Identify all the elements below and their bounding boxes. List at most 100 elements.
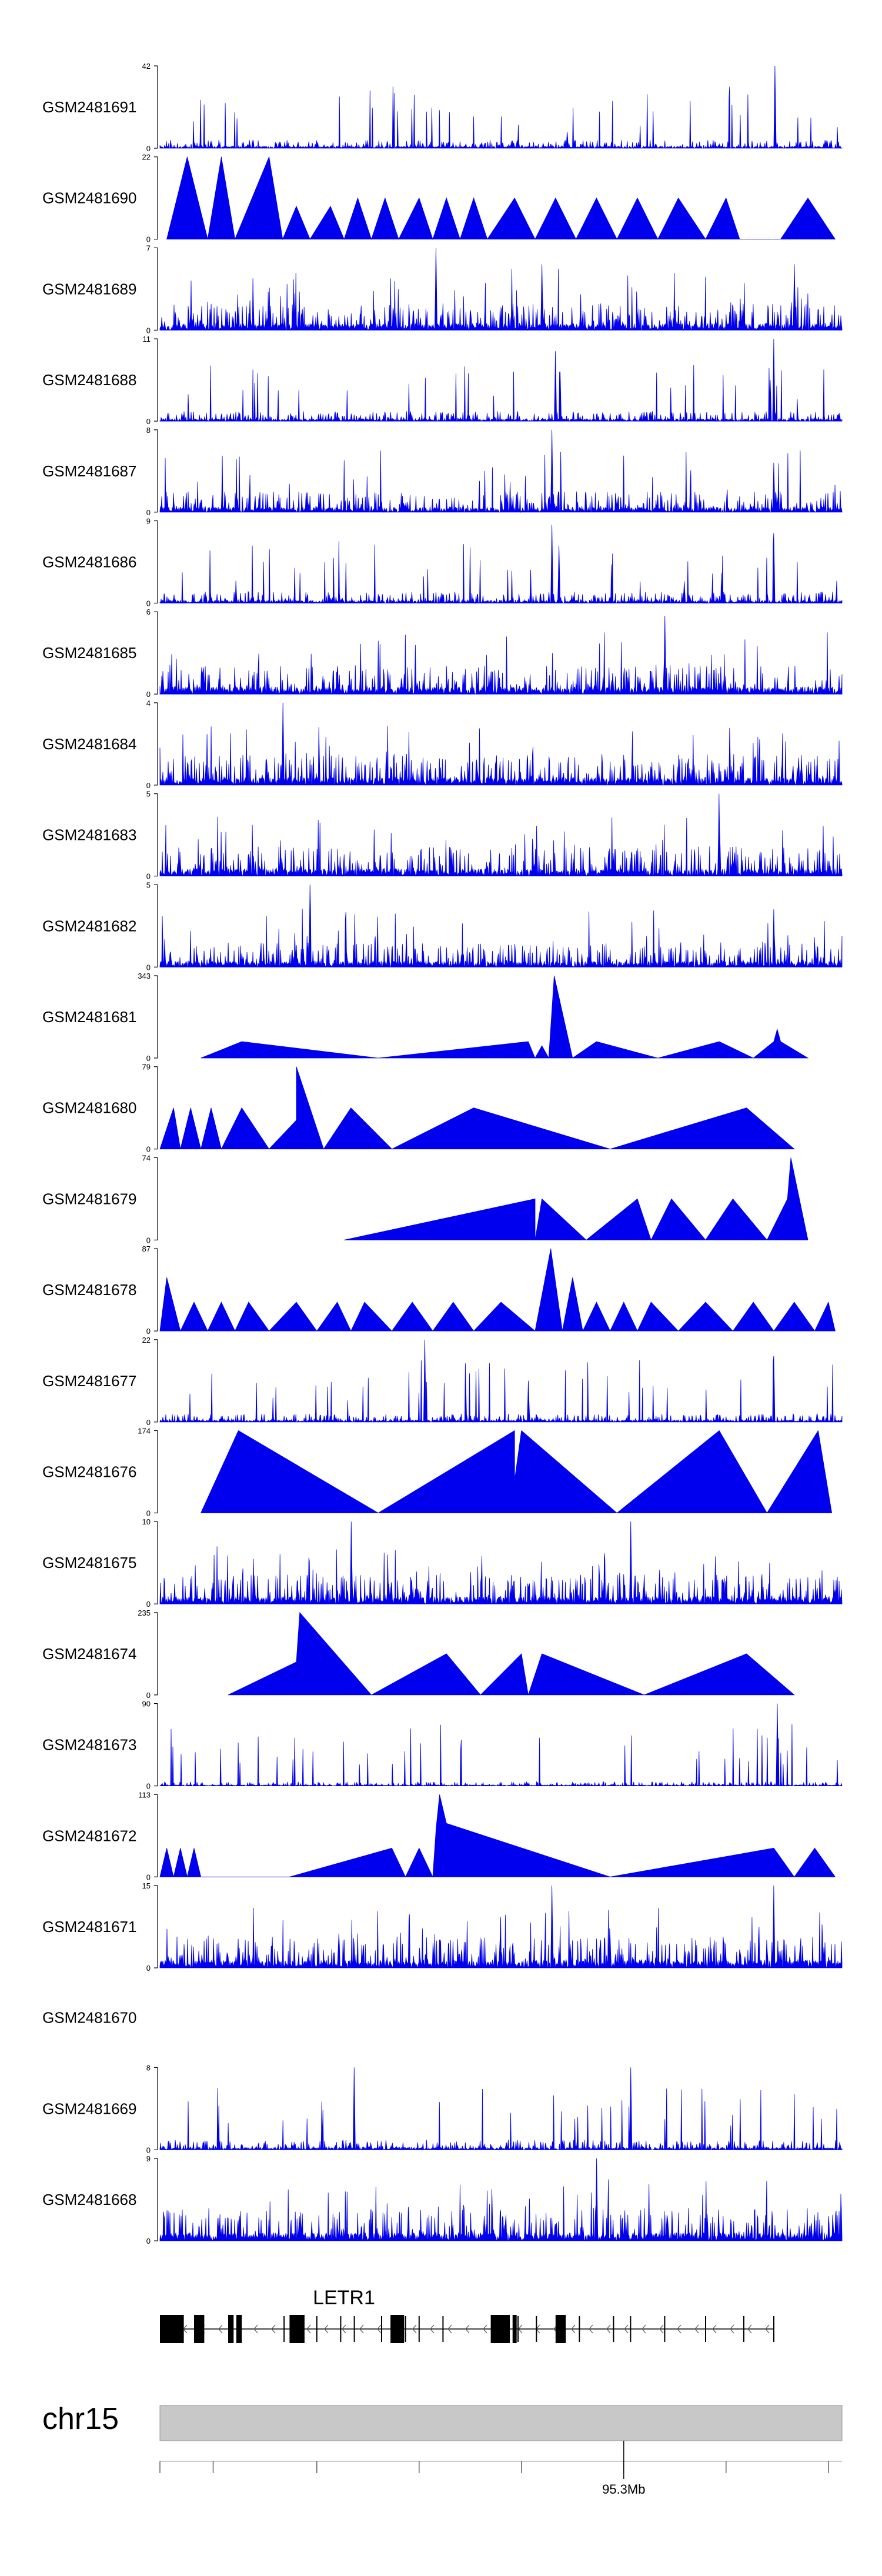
y-min-label: 0 xyxy=(146,872,151,881)
y-max-label: 10 xyxy=(142,1517,151,1526)
track-GSM2481680: GSM2481680 79 0 xyxy=(42,1063,795,1154)
strand-arrow xyxy=(430,2324,435,2334)
y-min-label: 0 xyxy=(146,1236,151,1244)
y-min-label: 0 xyxy=(146,1054,151,1063)
y-min-label: 0 xyxy=(146,1600,151,1609)
y-max-label: 11 xyxy=(143,335,151,343)
y-max-label: 4 xyxy=(146,699,151,708)
y-min-label: 0 xyxy=(146,1964,151,1973)
track-label: GSM2481674 xyxy=(42,1645,136,1663)
exon-block xyxy=(194,2315,205,2343)
strand-arrow xyxy=(624,2324,629,2334)
gene-name-label: LETR1 xyxy=(313,2287,375,2309)
track-label: GSM2481684 xyxy=(42,735,136,753)
y-min-label: 0 xyxy=(146,326,151,335)
strand-arrow xyxy=(765,2324,770,2334)
strand-arrow xyxy=(253,2324,258,2334)
track-label: GSM2481681 xyxy=(42,1008,136,1026)
strand-arrow xyxy=(324,2324,329,2334)
ideogram-band xyxy=(159,2405,843,2441)
coverage-area xyxy=(159,429,843,513)
track-GSM2481670: GSM2481670 xyxy=(42,2009,136,2027)
track-label: GSM2481668 xyxy=(42,2191,136,2208)
track-GSM2481673: GSM2481673 90 0 xyxy=(42,1700,843,1791)
coverage-area xyxy=(201,975,809,1059)
strand-arrow xyxy=(377,2324,382,2334)
track-GSM2481683: GSM2481683 5 0 xyxy=(42,790,843,881)
y-min-label: 0 xyxy=(146,144,151,153)
strand-arrow xyxy=(447,2324,452,2334)
track-GSM2481668: GSM2481668 9 0 xyxy=(42,2154,843,2245)
track-label: GSM2481688 xyxy=(42,371,136,389)
track-label: GSM2481670 xyxy=(42,2009,136,2027)
track-label: GSM2481672 xyxy=(42,1827,136,1844)
coverage-area xyxy=(159,2067,843,2151)
track-label: GSM2481689 xyxy=(42,280,136,298)
strand-arrow xyxy=(606,2324,611,2334)
y-min-label: 0 xyxy=(146,1509,151,1518)
strand-arrow xyxy=(747,2324,752,2334)
y-max-label: 22 xyxy=(142,1336,151,1344)
track-GSM2481674: GSM2481674 235 0 xyxy=(42,1609,795,1700)
coverage-area xyxy=(159,1794,836,1878)
coverage-area xyxy=(159,1249,836,1332)
track-GSM2481685: GSM2481685 6 0 xyxy=(42,608,843,699)
track-label: GSM2481669 xyxy=(42,2100,136,2117)
y-max-label: 74 xyxy=(142,1153,151,1162)
exon-block xyxy=(490,2315,510,2343)
y-max-label: 7 xyxy=(146,243,151,252)
strand-arrow xyxy=(712,2324,717,2334)
strand-arrow xyxy=(306,2324,311,2334)
y-min-label: 0 xyxy=(146,781,151,790)
y-max-label: 42 xyxy=(142,62,151,71)
y-max-label: 8 xyxy=(146,2063,151,2072)
strand-arrow xyxy=(642,2324,646,2334)
track-GSM2481679: GSM2481679 74 0 xyxy=(42,1153,808,1244)
y-min-label: 0 xyxy=(146,2145,151,2154)
strand-arrow xyxy=(483,2324,487,2334)
strand-arrow xyxy=(659,2324,664,2334)
track-GSM2481686: GSM2481686 9 0 xyxy=(42,517,843,608)
track-GSM2481689: GSM2481689 7 0 xyxy=(42,243,843,335)
track-GSM2481687: GSM2481687 8 0 xyxy=(42,426,843,517)
track-GSM2481675: GSM2481675 10 0 xyxy=(42,1517,843,1609)
track-label: GSM2481687 xyxy=(42,462,136,480)
track-GSM2481676: GSM2481676 174 0 xyxy=(42,1427,833,1518)
exon-block xyxy=(555,2315,566,2343)
track-label: GSM2481690 xyxy=(42,189,136,207)
track-label: GSM2481686 xyxy=(42,553,136,571)
exon-block xyxy=(390,2315,405,2343)
y-min-label: 0 xyxy=(146,1327,151,1336)
exon-block xyxy=(236,2315,242,2343)
strand-arrow xyxy=(359,2324,364,2334)
y-max-label: 174 xyxy=(138,1427,151,1436)
coverage-area xyxy=(159,1339,843,1423)
gene-track: LETR1 xyxy=(160,2287,774,2343)
y-min-label: 0 xyxy=(146,963,151,972)
y-min-label: 0 xyxy=(146,235,151,244)
y-max-label: 5 xyxy=(146,880,151,889)
y-max-label: 5 xyxy=(146,790,151,799)
strand-arrow xyxy=(342,2324,346,2334)
y-min-label: 0 xyxy=(146,690,151,699)
y-max-label: 6 xyxy=(146,608,151,616)
coverage-area xyxy=(159,525,843,605)
track-label: GSM2481673 xyxy=(42,1736,136,1754)
y-max-label: 235 xyxy=(138,1609,151,1617)
strand-arrow xyxy=(271,2324,276,2334)
coverage-area xyxy=(159,702,843,786)
track-GSM2481682: GSM2481682 5 0 xyxy=(42,880,843,972)
exon-block xyxy=(512,2315,517,2343)
y-max-label: 343 xyxy=(138,972,151,980)
track-GSM2481677: GSM2481677 22 0 xyxy=(42,1336,843,1427)
track-label: GSM2481671 xyxy=(42,1918,136,1936)
y-min-label: 0 xyxy=(146,417,151,426)
strand-arrow xyxy=(730,2324,734,2334)
coordinate-tick-label: 95.3Mb xyxy=(602,2482,645,2497)
y-max-label: 87 xyxy=(142,1244,151,1253)
coverage-area xyxy=(159,1066,795,1150)
track-label: GSM2481682 xyxy=(42,917,136,935)
chromosome-label: chr15 xyxy=(42,2402,119,2436)
chromosome-track: chr15 95.3Mb xyxy=(42,2402,843,2497)
y-min-label: 0 xyxy=(146,1145,151,1154)
